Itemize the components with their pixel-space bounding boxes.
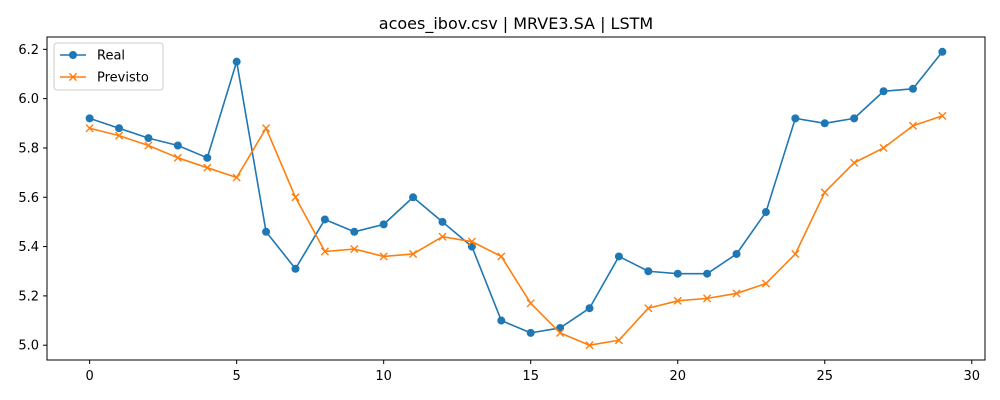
legend-item: Real (60, 49, 125, 64)
data-point (585, 304, 594, 313)
y-tick-label: 5.0 (18, 339, 39, 354)
data-point (261, 124, 271, 133)
data-point (232, 57, 241, 66)
data-point (820, 188, 829, 197)
data-point (820, 119, 829, 128)
series-real (85, 47, 947, 337)
data-point (232, 173, 241, 182)
y-tick-label: 6.2 (18, 43, 39, 58)
x-tick-label: 5 (233, 369, 241, 384)
series-layer (85, 47, 947, 350)
data-point (703, 294, 712, 303)
data-point (115, 124, 124, 133)
data-point (791, 114, 800, 123)
data-point (556, 328, 565, 337)
series-previsto (85, 111, 947, 350)
legend-marker (69, 51, 77, 59)
data-point (144, 141, 153, 150)
y-tick-label: 5.4 (18, 240, 39, 255)
data-point (761, 208, 770, 217)
data-point (673, 296, 682, 305)
data-point (350, 244, 359, 254)
data-point (879, 87, 888, 96)
x-tick-label: 0 (85, 369, 93, 384)
data-point (761, 279, 771, 288)
data-point (703, 269, 712, 278)
data-point (379, 220, 388, 229)
y-tick-label: 5.6 (18, 191, 39, 206)
data-point (291, 264, 300, 273)
data-point (938, 47, 947, 56)
x-tick-label: 20 (669, 369, 686, 384)
x-tick-label: 15 (522, 369, 539, 384)
data-point (614, 336, 624, 345)
data-point (408, 249, 418, 259)
data-point (409, 193, 418, 202)
series-line-previsto (89, 115, 943, 347)
x-tick-label: 25 (816, 369, 833, 384)
y-tick-label: 6.0 (18, 92, 39, 107)
data-point (467, 237, 476, 246)
data-point (526, 328, 535, 337)
data-point (908, 84, 917, 93)
x-tick-label: 30 (963, 369, 980, 384)
data-point (438, 232, 447, 241)
y-tick-label: 5.2 (18, 289, 39, 304)
data-point (644, 267, 653, 276)
data-point (320, 247, 329, 256)
series-line-real (89, 51, 943, 334)
data-point (262, 227, 271, 236)
data-point (850, 114, 859, 123)
plot-frame (46, 36, 986, 361)
data-point (791, 249, 800, 259)
data-point (850, 158, 859, 167)
data-point (173, 153, 182, 162)
legend: Real Previsto (53, 42, 164, 91)
data-point (379, 252, 388, 261)
axes: 0 5 10 15 20 25 30 5.0 5.2 5.4 5.6 5.8 6.0 6.2 (18, 36, 986, 384)
data-point (614, 252, 623, 261)
data-point (908, 121, 918, 130)
data-point (85, 114, 94, 123)
data-point (203, 153, 212, 162)
data-point (497, 316, 506, 325)
data-point (350, 227, 359, 236)
x-tick-label: 10 (375, 369, 392, 384)
chart-title: acoes_ibov.csv | MRVE3.SA | LSTM (379, 14, 653, 34)
data-point (144, 134, 153, 143)
data-point (673, 269, 682, 278)
data-point (732, 249, 741, 258)
data-point (497, 252, 506, 261)
data-point (526, 299, 535, 308)
data-point (291, 193, 300, 202)
data-point (114, 131, 124, 140)
data-point (203, 163, 212, 172)
data-point (938, 111, 947, 120)
y-tick-label: 5.8 (18, 141, 39, 156)
data-point (585, 341, 594, 350)
data-point (173, 141, 182, 150)
data-point (438, 217, 447, 226)
legend-label: Real (97, 49, 125, 64)
data-point (732, 289, 741, 298)
data-point (879, 143, 888, 153)
data-point (644, 304, 653, 313)
data-point (85, 124, 94, 133)
legend-item: Previsto (60, 71, 149, 86)
legend-label: Previsto (97, 71, 149, 86)
data-point (320, 215, 329, 224)
legend-marker (68, 72, 78, 82)
